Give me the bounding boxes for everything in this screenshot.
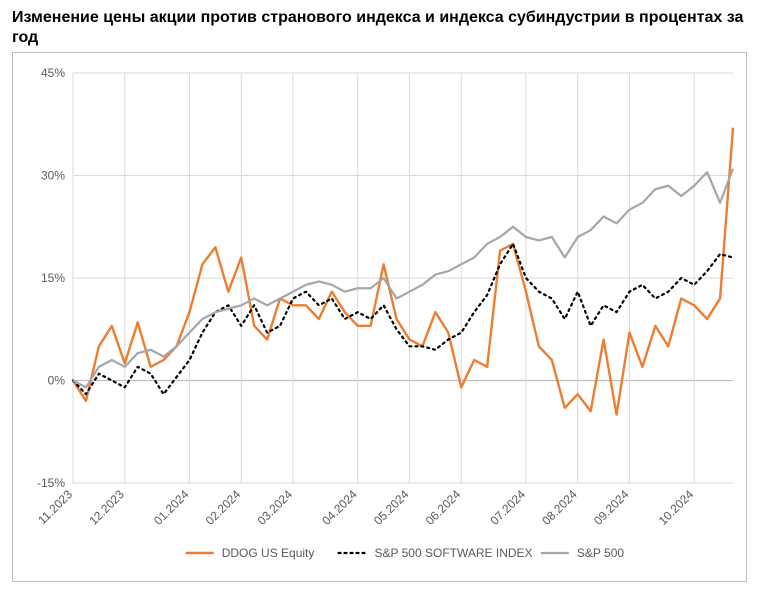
chart-title: Изменение цены акции против странового и… — [12, 8, 747, 48]
y-axis-label: 0% — [48, 374, 66, 388]
x-tick: 05.2024 — [371, 487, 412, 528]
y-axis-label: 45% — [41, 66, 65, 80]
legend-label: DDOG US Equity — [222, 546, 315, 560]
x-tick: 09.2024 — [591, 487, 632, 528]
x-axis-label: 10.2024 — [656, 487, 697, 528]
x-tick: 07.2024 — [487, 487, 528, 528]
x-axis-label: 04.2024 — [319, 487, 360, 528]
x-axis-label: 12.2023 — [86, 487, 127, 528]
x-axis-label: 08.2024 — [539, 487, 580, 528]
legend-label: S&P 500 SOFTWARE INDEX — [375, 546, 533, 560]
series-line — [73, 244, 733, 394]
y-axis-label: -15% — [37, 476, 65, 490]
legend-label: S&P 500 — [577, 546, 624, 560]
chart-container: -15% 0% 15% 30% 45% 11.2023 12.2023 01.2024 02.2… — [12, 52, 747, 582]
y-axis-label: 30% — [41, 169, 65, 183]
x-axis-label: 11.2023 — [35, 487, 75, 527]
series-line — [73, 128, 733, 415]
x-axis-label: 06.2024 — [423, 487, 464, 528]
x-tick: 12.2023 — [86, 487, 127, 528]
chart-svg: -15% 0% 15% 30% 45% 11.2023 12.2023 01.2024 02.2… — [13, 53, 746, 581]
x-tick: 10.2024 — [656, 487, 697, 528]
x-axis-label: 05.2024 — [371, 487, 412, 528]
x-tick: 11.2023 — [35, 487, 75, 527]
x-tick: 02.2024 — [203, 487, 244, 528]
x-axis-label: 07.2024 — [487, 487, 528, 528]
x-axis-label: 03.2024 — [255, 487, 296, 528]
x-axis-label: 09.2024 — [591, 487, 632, 528]
x-tick: 04.2024 — [319, 487, 360, 528]
y-axis-label: 15% — [41, 271, 65, 285]
x-axis-label: 01.2024 — [151, 487, 192, 528]
x-tick: 03.2024 — [255, 487, 296, 528]
x-axis-label: 02.2024 — [203, 487, 244, 528]
x-tick: 06.2024 — [423, 487, 464, 528]
x-tick: 08.2024 — [539, 487, 580, 528]
x-tick: 01.2024 — [151, 487, 192, 528]
